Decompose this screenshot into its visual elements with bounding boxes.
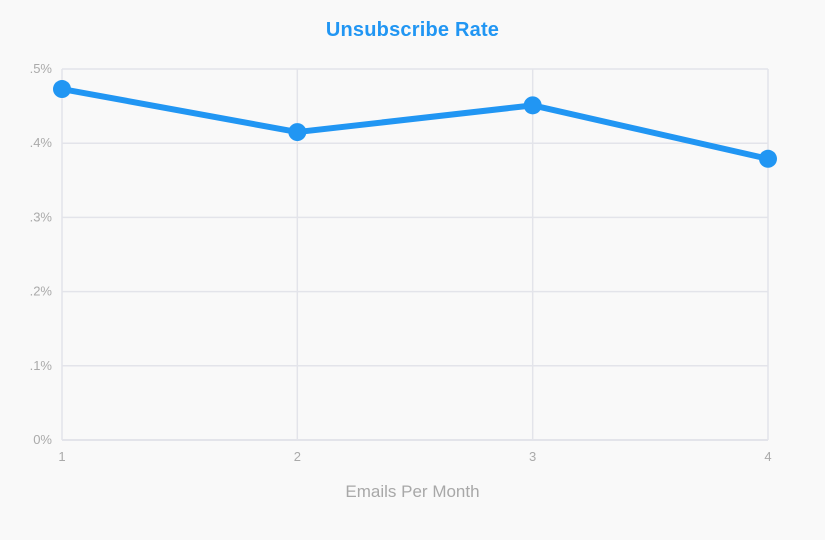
series-layer bbox=[53, 80, 777, 168]
x-axis-ticks: 1 2 3 4 bbox=[58, 449, 771, 464]
data-point[interactable] bbox=[53, 80, 71, 99]
x-tick-label: 4 bbox=[764, 449, 771, 464]
y-axis-ticks: 0% .1% .2% .3% .4% .5% bbox=[30, 61, 53, 447]
grid bbox=[61, 68, 769, 441]
y-tick-label: .2% bbox=[30, 284, 53, 299]
y-tick-label: .5% bbox=[30, 61, 53, 76]
y-tick-label: 0% bbox=[33, 432, 52, 447]
data-point[interactable] bbox=[523, 96, 542, 115]
data-point[interactable] bbox=[288, 123, 307, 142]
y-tick-label: .4% bbox=[30, 135, 53, 150]
x-tick-label: 2 bbox=[294, 449, 301, 464]
x-tick-label: 3 bbox=[529, 449, 536, 464]
x-axis-title: Emails Per Month bbox=[345, 482, 480, 501]
y-tick-label: .3% bbox=[30, 209, 53, 224]
chart-title: Unsubscribe Rate bbox=[325, 19, 500, 41]
y-tick-label: .1% bbox=[30, 358, 53, 373]
x-tick-label: 1 bbox=[58, 449, 65, 464]
data-point[interactable] bbox=[759, 149, 777, 168]
series-line bbox=[59, 86, 771, 162]
